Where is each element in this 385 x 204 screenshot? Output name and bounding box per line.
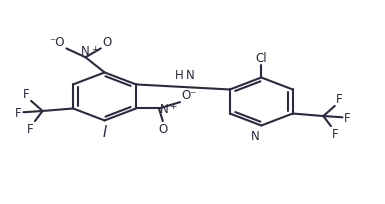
Text: N: N [160,102,169,115]
Text: I: I [102,125,107,140]
Text: Cl: Cl [256,52,267,65]
Text: ⁻O: ⁻O [49,35,64,48]
Text: F: F [344,111,351,124]
Text: O: O [158,123,167,136]
Text: O: O [102,35,111,48]
Text: F: F [332,127,339,140]
Text: F: F [336,93,343,106]
Text: N: N [251,130,259,143]
Text: F: F [15,106,22,119]
Text: +: + [91,44,99,53]
Text: F: F [27,122,34,135]
Text: H: H [175,68,184,81]
Text: O⁻: O⁻ [181,89,197,102]
Text: F: F [23,88,30,101]
Text: N: N [186,68,195,81]
Text: +: + [169,101,176,110]
Text: N: N [81,44,90,57]
